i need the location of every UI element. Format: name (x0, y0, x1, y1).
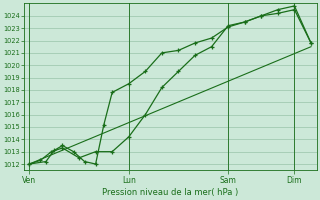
X-axis label: Pression niveau de la mer( hPa ): Pression niveau de la mer( hPa ) (102, 188, 238, 197)
